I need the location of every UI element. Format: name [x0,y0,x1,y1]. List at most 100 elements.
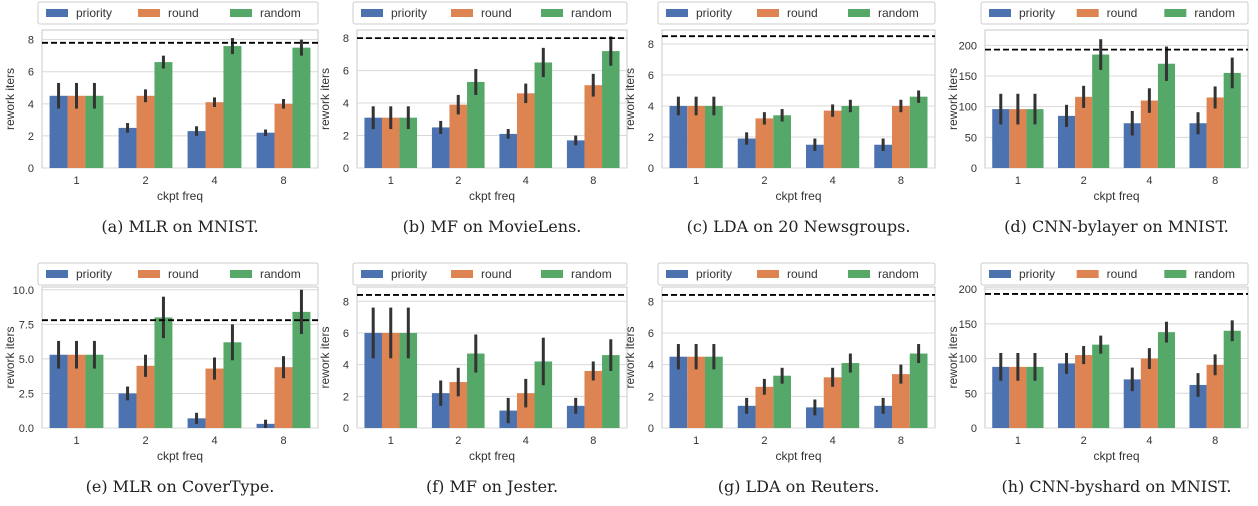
bar-priority [256,132,275,168]
legend-label-random: random [260,267,301,281]
bar-round [516,93,535,168]
bar-round [381,332,400,428]
chart-panel-5: 0.0 2.5 5.0 7.5 10.0 1 2 4 8 ckpt freq rework iter… [3,262,319,496]
y-tick-label: 5.0 [19,354,34,366]
legend-label-priority: priority [696,6,732,20]
bar-priority [431,393,450,428]
bar-priority [1057,363,1076,428]
chart-caption: (c) LDA on 20 Newsgroups. [687,217,911,236]
legend-box [352,262,628,286]
legend: priority round random [352,262,628,286]
bar-random [467,81,485,168]
y-tick-label: 8 [343,296,349,308]
bar-random [1026,366,1044,428]
bar-random [292,311,311,428]
legend-label-round: round [481,267,512,281]
y-tick-label: 4 [28,99,34,111]
legend-label-priority: priority [1019,267,1055,281]
y-tick-label: 4 [343,360,349,372]
chart-panel-1: 0 2 4 6 8 1 2 4 8 ckpt freq rework iters priority ro… [3,1,319,236]
bar-priority [431,127,450,168]
legend-swatch-random [541,270,563,278]
y-tick-label: 6 [343,328,349,340]
legend-label-random: random [878,267,919,281]
legend-box [37,262,319,286]
bar-priority [49,95,68,168]
bar-random [223,342,242,428]
x-tick-label: 2 [761,435,767,447]
bar-random [85,95,104,168]
y-tick-label: 200 [959,284,977,296]
legend-label-priority: priority [391,267,427,281]
y-tick-label: 2 [648,391,654,403]
x-tick-label: 1 [73,175,79,187]
bar-round [755,386,774,428]
x-tick-label: 8 [590,435,596,447]
bar-priority [566,405,585,428]
legend-swatch-priority [46,270,68,278]
x-tick-label: 4 [830,435,836,447]
legend-swatch-random [541,9,563,17]
legend-box [37,1,319,25]
bar-round [687,105,705,168]
legend-label-random: random [571,6,612,20]
x-tick-label: 1 [693,435,699,447]
bar-random [1223,72,1241,168]
bar-round [449,382,468,428]
y-tick-label: 0 [28,163,34,175]
bar-random [223,46,242,169]
legend-swatch-priority [361,270,383,278]
bar-round [1009,366,1027,428]
y-tick-label: 200 [959,40,977,52]
y-tick-label: 50 [965,132,977,144]
bar-priority [992,366,1010,428]
legend-swatch-round [757,270,779,278]
y-axis-label: rework iters [623,68,637,130]
bar-round [892,374,910,428]
legend-label-round: round [1107,267,1138,281]
legend: priority round random [980,262,1249,286]
x-axis-label: ckpt freq [1093,189,1139,203]
bar-round [516,393,535,428]
y-axis-label: rework iters [946,326,960,388]
legend-label-round: round [787,6,818,20]
y-axis-label: rework iters [946,68,960,130]
bar-priority [1189,384,1207,428]
legend-label-priority: priority [1019,6,1055,20]
y-tick-label: 0 [343,423,349,435]
bar-random [602,355,620,428]
x-axis-label: ckpt freq [469,189,515,203]
y-tick-label: 6 [648,70,654,82]
y-axis-label: rework iters [3,326,17,388]
bar-round [1206,364,1224,428]
legend: priority round random [37,1,319,25]
x-tick-label: 4 [211,175,217,187]
y-tick-label: 0 [971,163,977,175]
y-tick-label: 6 [648,328,654,340]
x-tick-label: 8 [1212,175,1218,187]
legend-swatch-round [757,9,779,17]
legend-box [980,1,1249,25]
bar-round [584,85,603,168]
bar-priority [874,405,893,428]
bar-random [841,105,860,168]
legend-label-random: random [1194,6,1235,20]
x-tick-label: 8 [1212,435,1218,447]
bar-priority [499,133,517,168]
y-tick-label: 8 [648,296,654,308]
y-tick-label: 2 [343,131,349,143]
chart-caption: (e) MLR on CoverType. [86,477,275,496]
y-tick-label: 4 [343,98,349,110]
bar-random [399,117,418,168]
bar-round [136,365,155,428]
bar-random [1092,54,1110,168]
bar-random [1157,63,1176,168]
bar-priority [364,332,382,428]
legend-swatch-priority [361,9,383,17]
chart-panel-7: 0 2 4 6 8 1 2 4 8 ckpt freq rework iters priority ro… [623,262,936,496]
bar-random [154,62,173,169]
bar-round [1075,355,1093,428]
y-tick-label: 100 [959,354,977,366]
chart-panel-3: 0 2 4 6 8 1 2 4 8 ckpt freq rework iters priority ro… [623,1,936,236]
legend-box [980,262,1249,286]
